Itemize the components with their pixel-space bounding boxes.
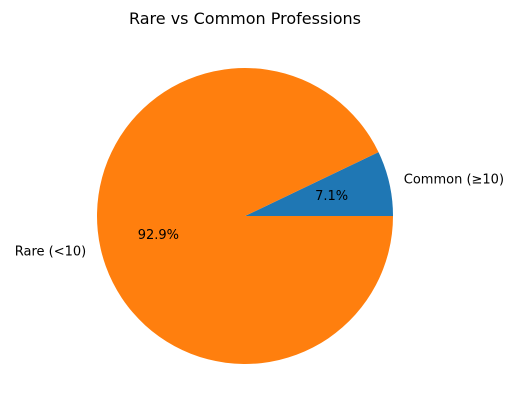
chart-title: Rare vs Common Professions: [129, 9, 361, 28]
slice-label-common-10: Common (≥10): [404, 172, 504, 187]
pie-slices: [97, 68, 394, 364]
slice-percent-common-10: 7.1%: [315, 189, 348, 204]
slice-label-rare-10: Rare (<10): [15, 245, 86, 260]
pie-slice-common-10: [245, 152, 394, 216]
slice-percent-rare-10: 92.9%: [138, 228, 179, 243]
pie-slice-rare-10: [97, 68, 394, 364]
pie-labels: Common (≥10) 7.1% Rare (<10) 92.9%: [15, 172, 504, 259]
